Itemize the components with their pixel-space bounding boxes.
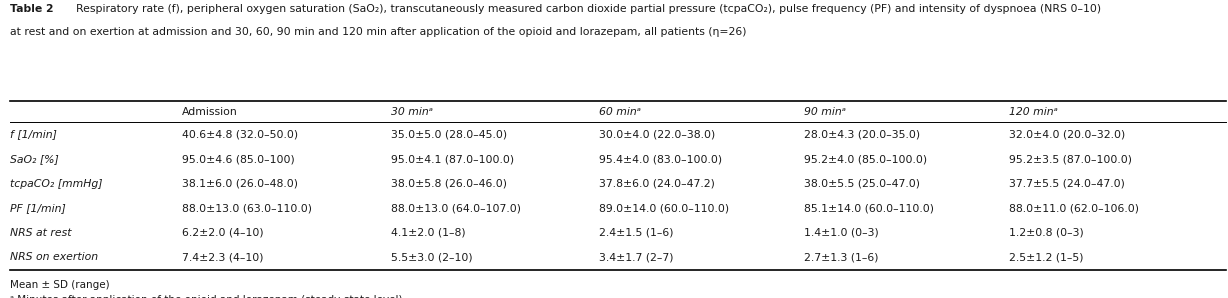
Text: 37.8±6.0 (24.0–47.2): 37.8±6.0 (24.0–47.2) [599,179,715,189]
Text: ᵃ Minutes after application of the opioid and lorazepam (steady-state level): ᵃ Minutes after application of the opioi… [10,295,403,298]
Text: 2.7±1.3 (1–6): 2.7±1.3 (1–6) [804,252,879,263]
Text: 1.2±0.8 (0–3): 1.2±0.8 (0–3) [1009,228,1084,238]
Text: 95.2±4.0 (85.0–100.0): 95.2±4.0 (85.0–100.0) [804,154,927,164]
Text: 30.0±4.0 (22.0–38.0): 30.0±4.0 (22.0–38.0) [599,129,716,139]
Text: SaO₂ [%]: SaO₂ [%] [10,154,59,164]
Text: 120 minᵃ: 120 minᵃ [1009,107,1059,117]
Text: 4.1±2.0 (1–8): 4.1±2.0 (1–8) [391,228,465,238]
Text: 35.0±5.0 (28.0–45.0): 35.0±5.0 (28.0–45.0) [391,129,507,139]
Text: 38.1±6.0 (26.0–48.0): 38.1±6.0 (26.0–48.0) [182,179,297,189]
Text: 28.0±4.3 (20.0–35.0): 28.0±4.3 (20.0–35.0) [804,129,921,139]
Text: 7.4±2.3 (4–10): 7.4±2.3 (4–10) [182,252,263,263]
Text: Mean ± SD (range): Mean ± SD (range) [10,280,109,290]
Text: NRS at rest: NRS at rest [10,228,71,238]
Text: 2.4±1.5 (1–6): 2.4±1.5 (1–6) [599,228,674,238]
Text: 5.5±3.0 (2–10): 5.5±3.0 (2–10) [391,252,472,263]
Text: 60 minᵃ: 60 minᵃ [599,107,641,117]
Text: 38.0±5.8 (26.0–46.0): 38.0±5.8 (26.0–46.0) [391,179,506,189]
Text: NRS on exertion: NRS on exertion [10,252,98,263]
Text: 1.4±1.0 (0–3): 1.4±1.0 (0–3) [804,228,879,238]
Text: 90 minᵃ: 90 minᵃ [804,107,846,117]
Text: tcpaCO₂ [mmHg]: tcpaCO₂ [mmHg] [10,179,102,189]
Text: 95.0±4.6 (85.0–100): 95.0±4.6 (85.0–100) [182,154,295,164]
Text: 95.4±4.0 (83.0–100.0): 95.4±4.0 (83.0–100.0) [599,154,722,164]
Text: 32.0±4.0 (20.0–32.0): 32.0±4.0 (20.0–32.0) [1009,129,1126,139]
Text: 40.6±4.8 (32.0–50.0): 40.6±4.8 (32.0–50.0) [182,129,298,139]
Text: 3.4±1.7 (2–7): 3.4±1.7 (2–7) [599,252,674,263]
Text: 88.0±11.0 (62.0–106.0): 88.0±11.0 (62.0–106.0) [1009,203,1140,213]
Text: 38.0±5.5 (25.0–47.0): 38.0±5.5 (25.0–47.0) [804,179,920,189]
Text: 2.5±1.2 (1–5): 2.5±1.2 (1–5) [1009,252,1084,263]
Text: 30 minᵃ: 30 minᵃ [391,107,432,117]
Text: PF [1/min]: PF [1/min] [10,203,65,213]
Text: Respiratory rate (f), peripheral oxygen saturation (SaO₂), transcutaneously meas: Respiratory rate (f), peripheral oxygen … [70,4,1102,15]
Text: Admission: Admission [182,107,237,117]
Text: 6.2±2.0 (4–10): 6.2±2.0 (4–10) [182,228,263,238]
Text: 89.0±14.0 (60.0–110.0): 89.0±14.0 (60.0–110.0) [599,203,729,213]
Text: 88.0±13.0 (64.0–107.0): 88.0±13.0 (64.0–107.0) [391,203,521,213]
Text: 95.0±4.1 (87.0–100.0): 95.0±4.1 (87.0–100.0) [391,154,513,164]
Text: 95.2±3.5 (87.0–100.0): 95.2±3.5 (87.0–100.0) [1009,154,1132,164]
Text: f [1/min]: f [1/min] [10,129,56,139]
Text: 88.0±13.0 (63.0–110.0): 88.0±13.0 (63.0–110.0) [182,203,312,213]
Text: Table 2: Table 2 [10,4,54,15]
Text: 85.1±14.0 (60.0–110.0): 85.1±14.0 (60.0–110.0) [804,203,935,213]
Text: 37.7±5.5 (24.0–47.0): 37.7±5.5 (24.0–47.0) [1009,179,1125,189]
Text: at rest and on exertion at admission and 30, 60, 90 min and 120 min after applic: at rest and on exertion at admission and… [10,27,747,37]
